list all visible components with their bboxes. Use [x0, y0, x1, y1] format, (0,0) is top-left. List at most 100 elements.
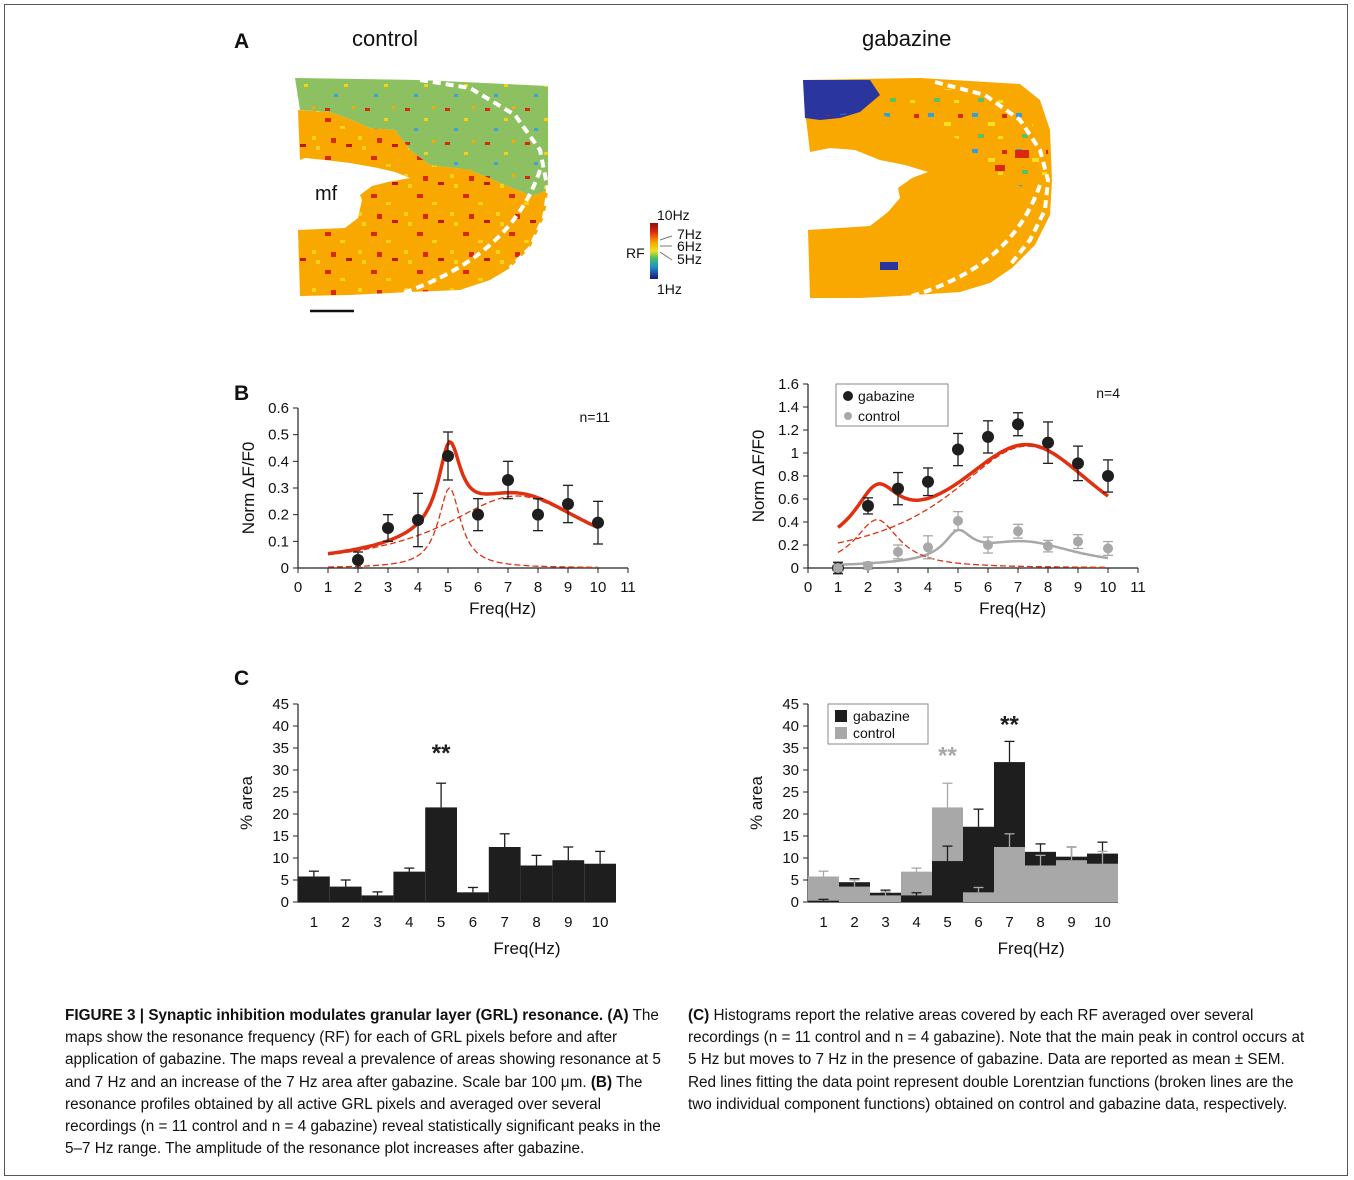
data-point [923, 542, 933, 553]
data-point [502, 474, 514, 486]
x-axis-title: Freq(Hz) [493, 939, 560, 958]
x-tick-label: 10 [590, 579, 607, 596]
x-tick-label: 2 [342, 914, 350, 931]
y-axis-title: % area [747, 776, 766, 830]
x-tick-label: 3 [373, 914, 381, 931]
bar-control [839, 886, 870, 902]
figure-caption-right: (C) Histograms report the relative areas… [688, 1005, 1313, 1116]
y-tick-label: 30 [782, 762, 799, 779]
y-tick-label: 0.2 [778, 537, 799, 554]
fit-component-2 [837, 445, 1109, 544]
fit-component-1 [328, 487, 598, 568]
data-point [1012, 418, 1024, 431]
x-tick-label: 5 [444, 579, 452, 596]
x-tick-label: 11 [1130, 579, 1146, 596]
x-tick-label: 7 [501, 914, 509, 931]
y-tick-label: 0.6 [778, 491, 799, 508]
x-tick-label: 8 [534, 579, 542, 596]
data-point [592, 516, 604, 529]
x-tick-label: 6 [984, 579, 992, 596]
y-tick-label: 0.5 [268, 427, 289, 444]
data-point [982, 430, 994, 443]
sample-size-label: n=11 [580, 409, 611, 425]
colorbar-6hz-label: 6Hz [677, 238, 702, 254]
x-axis-title: Freq(Hz) [469, 599, 536, 618]
x-tick-label: 1 [834, 579, 842, 596]
x-axis-title: Freq(Hz) [979, 599, 1046, 618]
data-point [532, 508, 544, 521]
y-tick-label: 45 [272, 696, 289, 713]
data-point [863, 560, 873, 571]
y-tick-label: 35 [782, 740, 799, 757]
legend-label-gabazine: gabazine [853, 708, 910, 724]
panel-label-a: A [234, 30, 250, 53]
y-tick-label: 5 [791, 872, 799, 889]
x-tick-label: 6 [474, 579, 482, 596]
x-axis-title: Freq(Hz) [998, 939, 1065, 958]
data-point [922, 475, 934, 488]
y-tick-label: 0.6 [268, 400, 289, 417]
x-tick-label: 3 [894, 579, 902, 596]
y-tick-label: 15 [272, 828, 289, 845]
data-point [833, 563, 843, 573]
x-tick-label: 5 [437, 914, 445, 931]
colorbar-bottom-label: 1Hz [657, 281, 682, 297]
bar-control [963, 892, 994, 902]
x-tick-label: 1 [819, 914, 827, 931]
y-tick-label: 10 [782, 850, 799, 867]
panel-a-maps [295, 78, 1052, 313]
data-point [1102, 470, 1114, 482]
legend-label-control: control [858, 408, 900, 424]
bar-control [808, 876, 839, 902]
y-tick-label: 0.3 [268, 480, 289, 497]
colorbar-top-label: 10Hz [657, 207, 690, 223]
x-tick-label: 3 [384, 579, 392, 596]
bar [361, 895, 394, 902]
y-tick-label: 1.4 [778, 399, 799, 416]
caption-b-text: The resonance profiles obtained by all a… [65, 1073, 661, 1158]
caption-figure-title: FIGURE 3 | Synaptic inhibition modulates… [65, 1007, 604, 1024]
significance-marker: ** [432, 740, 451, 767]
x-tick-label: 7 [1005, 914, 1013, 931]
y-tick-label: 15 [782, 828, 799, 845]
x-tick-label: 10 [592, 914, 609, 931]
y-tick-label: 40 [782, 718, 799, 735]
data-point [952, 443, 964, 456]
data-point [352, 554, 364, 566]
y-tick-label: 5 [281, 872, 289, 889]
bar [425, 807, 457, 902]
data-point [892, 482, 904, 495]
caption-a-text: The maps show the resonance frequency (R… [65, 1007, 661, 1091]
map-title-gabazine: gabazine [862, 26, 952, 51]
data-point [442, 450, 454, 462]
y-tick-label: 0.8 [778, 468, 799, 485]
y-axis-title: Norm ΔF/F0 [749, 430, 768, 523]
colorbar-rf-label: RF [626, 245, 645, 261]
y-tick-label: 0 [791, 560, 799, 577]
caption-c-text: Histograms report the relative areas cov… [688, 1007, 1305, 1113]
x-tick-label: 8 [1036, 914, 1044, 931]
y-tick-label: 0.2 [268, 507, 289, 524]
x-tick-label: 0 [804, 579, 812, 596]
bar-gabazine [808, 900, 839, 902]
x-tick-label: 6 [469, 914, 477, 931]
colorbar-7hz-label: 7Hz [677, 226, 702, 242]
data-point [1072, 457, 1084, 470]
bar-control [1087, 863, 1118, 902]
x-tick-label: 7 [504, 579, 512, 596]
bar [488, 847, 521, 902]
caption-b-tag: (B) [590, 1073, 613, 1091]
data-point [472, 508, 484, 521]
x-tick-label: 4 [912, 914, 920, 931]
y-tick-label: 25 [782, 784, 799, 801]
x-tick-label: 7 [1014, 579, 1022, 596]
fit-double-lorentzian [327, 439, 599, 556]
rf-colorbar [650, 223, 673, 279]
caption-a-tag: (A) [607, 1007, 629, 1024]
x-tick-label: 10 [1100, 579, 1117, 596]
bar [329, 886, 362, 902]
caption-c-tag: (C) [688, 1007, 710, 1024]
y-axis-title: % area [237, 776, 256, 830]
bar-control [1056, 860, 1087, 902]
